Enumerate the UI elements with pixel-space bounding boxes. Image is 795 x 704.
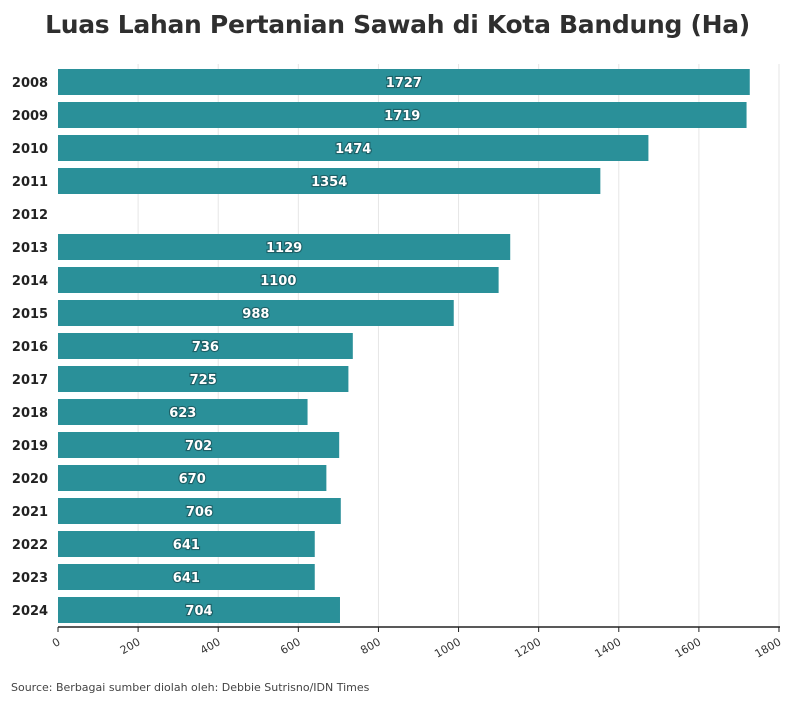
x-tick-label: 1800 xyxy=(753,635,784,660)
bar-value-label: 704 xyxy=(185,604,212,619)
x-tick-label: 800 xyxy=(358,635,383,657)
bar xyxy=(58,531,315,557)
bar-value-label: 1474 xyxy=(335,142,371,157)
bar xyxy=(58,498,341,524)
bar-value-label: 1727 xyxy=(386,76,422,91)
x-tick-label: 0 xyxy=(50,635,63,650)
category-label: 2008 xyxy=(12,76,48,91)
bar-value-label: 641 xyxy=(173,538,200,553)
bar-value-label: 706 xyxy=(186,505,213,520)
category-label: 2020 xyxy=(12,472,48,487)
bar xyxy=(58,300,454,326)
bar xyxy=(58,102,747,128)
bar-value-label: 1719 xyxy=(384,109,420,124)
bar xyxy=(58,465,327,491)
category-label: 2014 xyxy=(12,274,48,289)
bar xyxy=(58,399,308,425)
bar-value-label: 1129 xyxy=(266,241,302,256)
bar-value-label: 641 xyxy=(173,571,200,586)
source-note: Source: Berbagai sumber diolah oleh: Deb… xyxy=(11,681,370,694)
bar-value-label: 736 xyxy=(192,340,219,355)
x-tick-label: 1400 xyxy=(593,635,624,660)
bar xyxy=(58,333,353,359)
x-tick-label: 200 xyxy=(118,635,143,657)
bar xyxy=(58,597,340,623)
chart-title: Luas Lahan Pertanian Sawah di Kota Bandu… xyxy=(45,10,750,39)
category-label: 2017 xyxy=(12,373,48,388)
x-tick-label: 1600 xyxy=(673,635,704,660)
category-label: 2011 xyxy=(12,175,48,190)
x-tick-label: 1200 xyxy=(512,635,543,660)
bar xyxy=(58,267,499,293)
bar-value-label: 623 xyxy=(169,406,196,421)
bar-value-label: 725 xyxy=(190,373,217,388)
category-label: 2022 xyxy=(12,538,48,553)
category-label: 2013 xyxy=(12,241,48,256)
bar xyxy=(58,135,649,161)
bar xyxy=(58,564,315,590)
x-tick-label: 400 xyxy=(198,635,223,657)
category-label: 2012 xyxy=(12,208,48,223)
bar-value-label: 1100 xyxy=(260,274,296,289)
category-label: 2024 xyxy=(12,604,48,619)
bar xyxy=(58,432,340,458)
bar-value-label: 988 xyxy=(242,307,269,322)
bar xyxy=(58,69,750,95)
x-tick-label: 1000 xyxy=(432,635,463,660)
category-label: 2010 xyxy=(12,142,48,157)
x-tick-labels: 0 200 400 600 800 1000 1200 1400 1600 1800 xyxy=(50,627,784,661)
category-label: 2015 xyxy=(12,307,48,322)
category-label: 2009 xyxy=(12,109,48,124)
category-label: 2016 xyxy=(12,340,48,355)
category-label: 2019 xyxy=(12,439,48,454)
bars: 1727 1719 1474 1354 1129 1100 988 736 725 623 702 6… xyxy=(58,69,750,623)
bar-value-label: 702 xyxy=(185,439,212,454)
bar xyxy=(58,234,511,260)
category-label: 2021 xyxy=(12,505,48,520)
category-labels: 2008 2009 2010 2011 2012 2013 2014 2015 2016 2017… xyxy=(12,76,48,619)
category-label: 2018 xyxy=(12,406,48,421)
bar xyxy=(58,366,349,392)
category-label: 2023 xyxy=(12,571,48,586)
x-tick-label: 600 xyxy=(278,635,303,657)
bar xyxy=(58,168,601,194)
bar-value-label: 670 xyxy=(179,472,206,487)
bar-value-label: 1354 xyxy=(311,175,347,190)
